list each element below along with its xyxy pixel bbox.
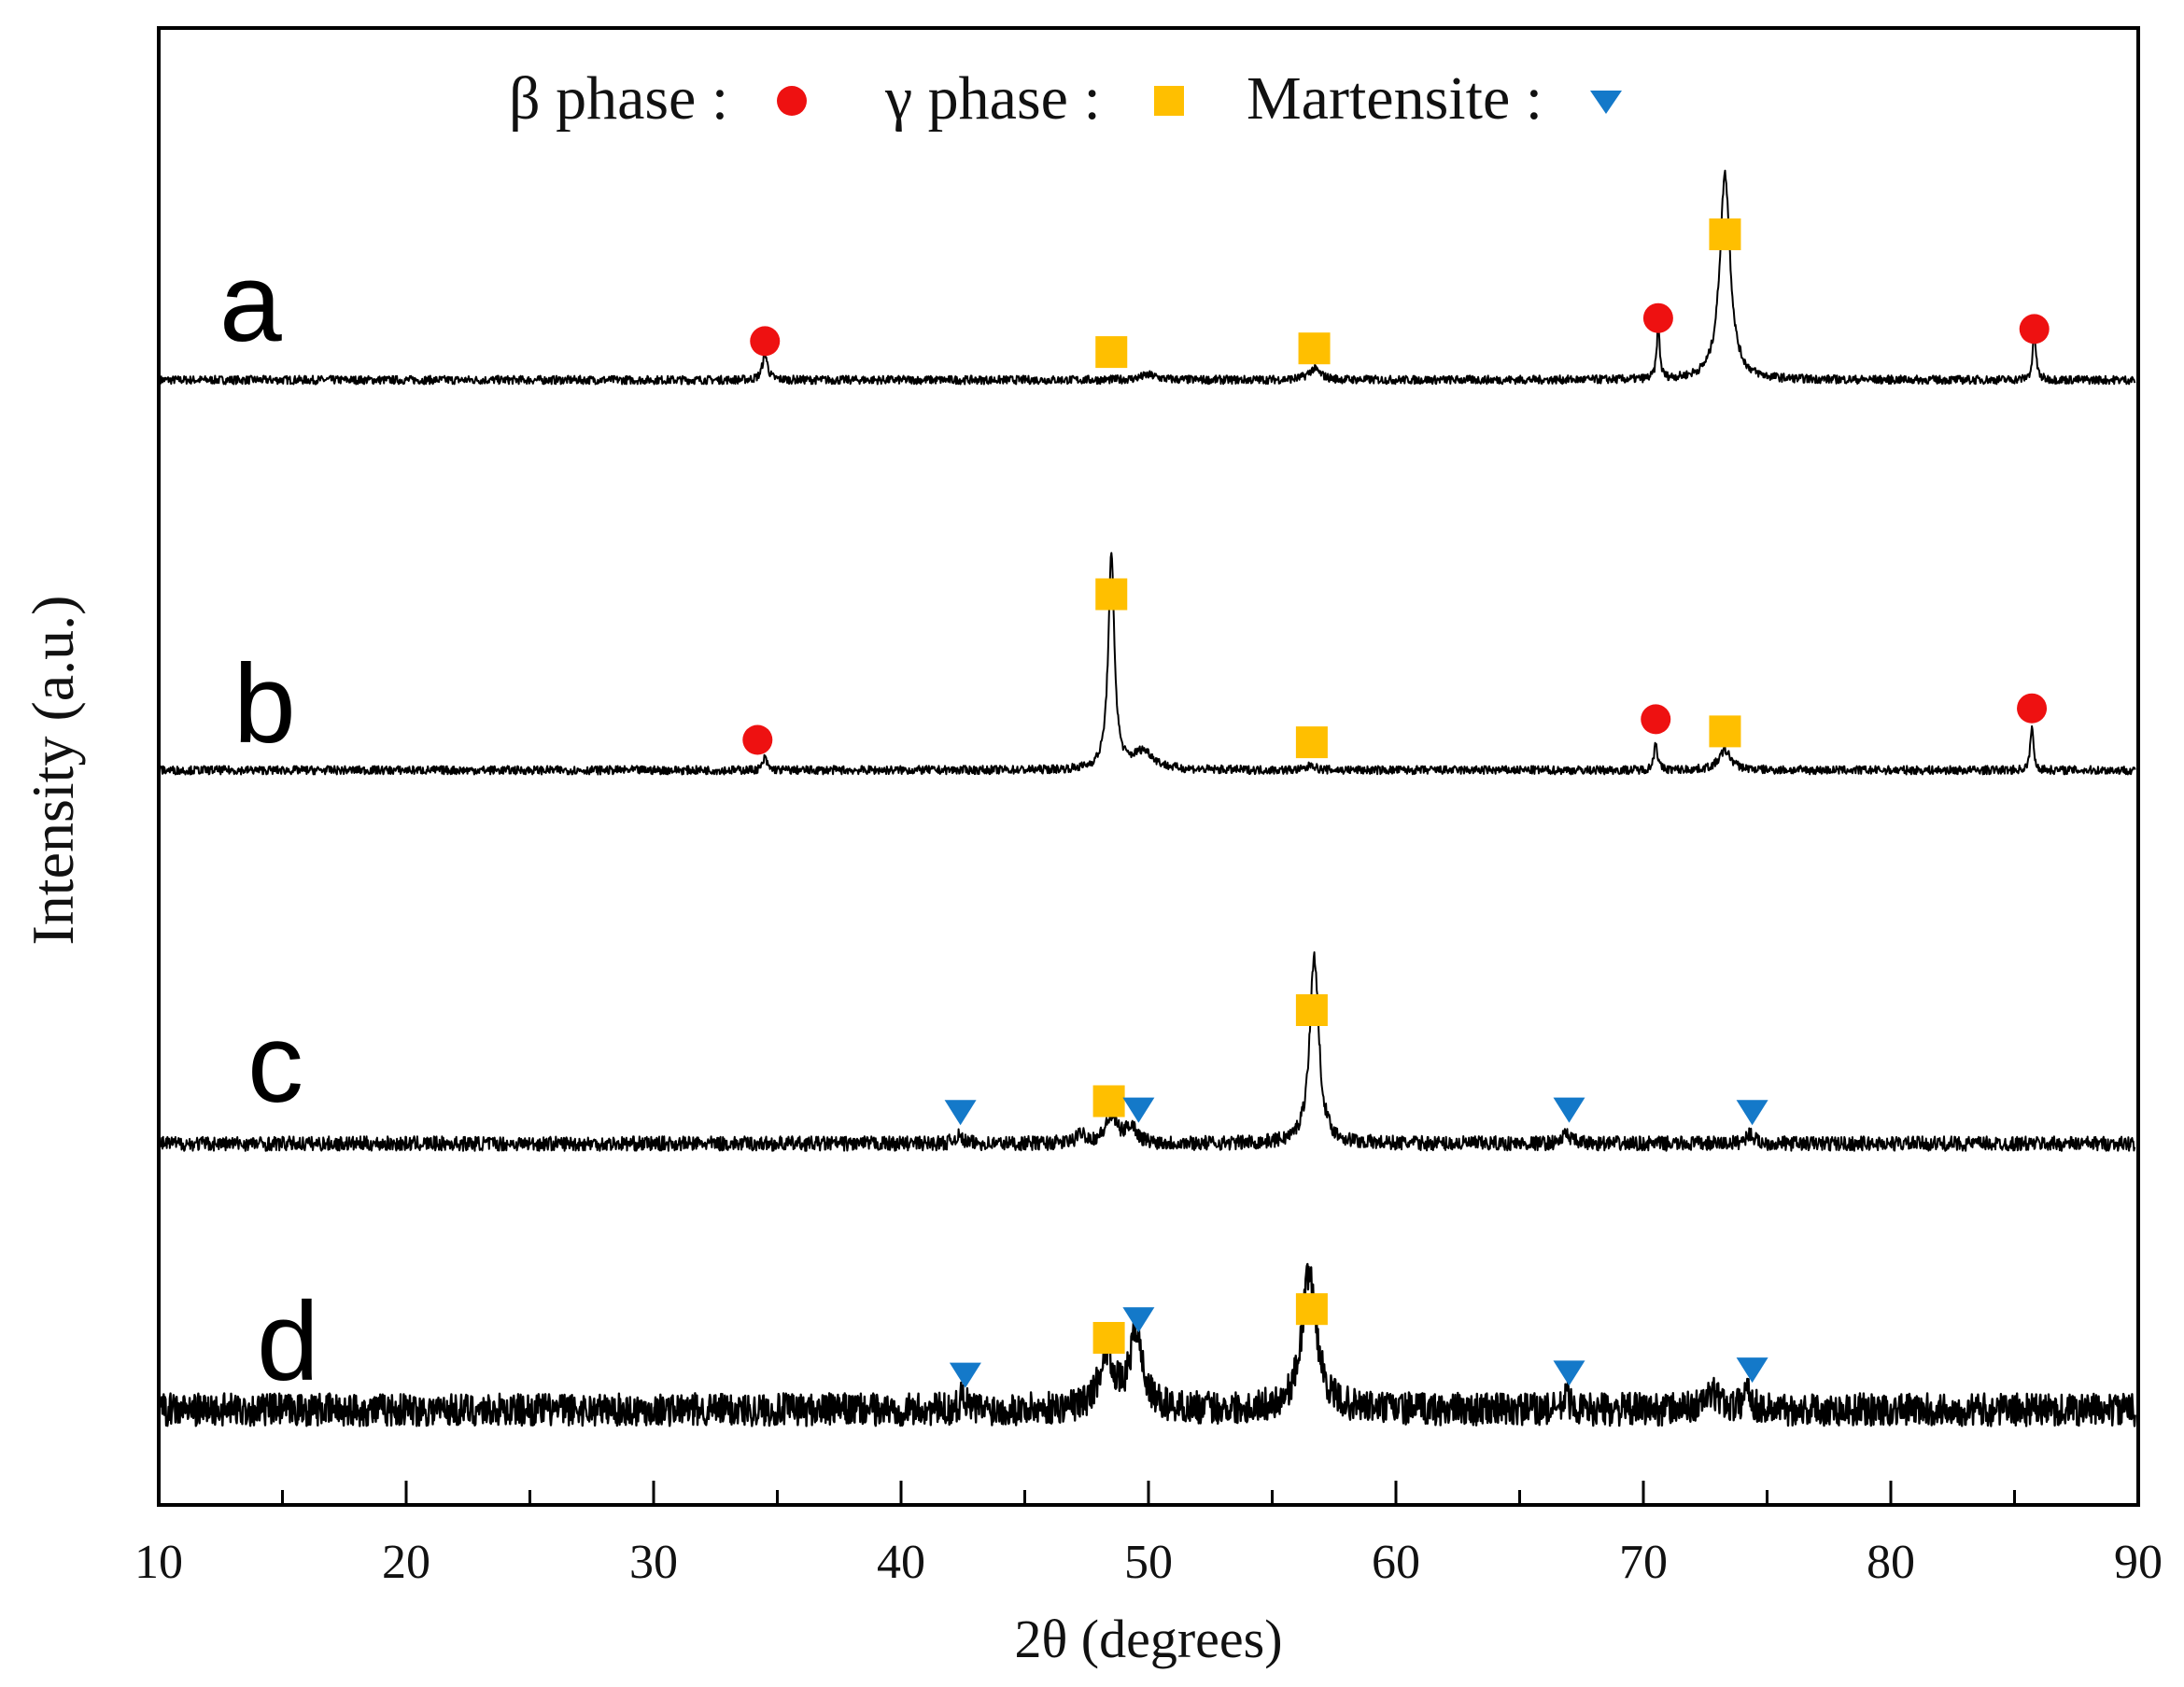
series-c-martensite-marker <box>1553 1097 1585 1123</box>
series-b-beta-marker <box>1641 704 1671 735</box>
legend-martensite-label: Martensite : <box>1247 64 1543 133</box>
series-d-martensite-marker <box>1553 1360 1585 1386</box>
series-d-label: d <box>257 1279 319 1404</box>
legend: β phase : γ phase : Martensite : <box>509 64 1622 133</box>
x-tick-label: 70 <box>1619 1536 1668 1589</box>
legend-gamma-label: γ phase : <box>884 64 1101 133</box>
x-tick-label: 60 <box>1372 1536 1420 1589</box>
legend-beta-label: β phase : <box>509 64 728 133</box>
x-tick-label: 40 <box>877 1536 925 1589</box>
series-a-beta-marker <box>2019 314 2050 344</box>
series-c-martensite-marker <box>1736 1100 1768 1126</box>
series-c-gamma-marker <box>1092 1085 1125 1118</box>
series-d-martensite-marker <box>949 1362 981 1388</box>
series-b-gamma-marker <box>1095 578 1128 611</box>
x-tick-label: 10 <box>134 1536 183 1589</box>
series-a-gamma-marker <box>1709 218 1741 250</box>
x-axis-label: 2θ (degrees) <box>1014 1609 1282 1669</box>
legend-beta-marker <box>777 86 807 116</box>
series-b-trace <box>160 552 2136 776</box>
series-d-martensite-marker <box>1736 1357 1768 1384</box>
x-tick-label: 30 <box>629 1536 678 1589</box>
series-a-gamma-marker <box>1298 332 1331 365</box>
series-b-gamma-marker <box>1709 715 1741 748</box>
series-d-trace <box>159 1262 2136 1427</box>
series-d-martensite-marker <box>1122 1307 1155 1333</box>
series-d-gamma-marker <box>1092 1322 1125 1354</box>
series-a-label: a <box>219 240 282 365</box>
series-a-gamma-marker <box>1095 336 1128 369</box>
y-axis-label: Intensity (a.u.) <box>20 596 86 946</box>
series-d-gamma-marker <box>1295 1293 1328 1326</box>
series-a-beta-marker <box>1642 302 1673 333</box>
x-tick-label: 80 <box>1867 1536 1915 1589</box>
series-c-label: c <box>247 1001 303 1126</box>
series-c-martensite-marker <box>944 1100 977 1126</box>
x-tick-label: 90 <box>2114 1536 2163 1589</box>
x-tick-label: 20 <box>382 1536 430 1589</box>
series-a-trace <box>160 169 2136 386</box>
series-b-beta-marker <box>2017 693 2048 724</box>
series-b-label: b <box>233 641 296 766</box>
series-a-beta-marker <box>750 326 781 357</box>
x-tick-label: 50 <box>1124 1536 1173 1589</box>
legend-gamma-marker <box>1154 86 1184 116</box>
series-b-gamma-marker <box>1295 726 1328 759</box>
series-c-martensite-marker <box>1122 1097 1155 1123</box>
series-b-beta-marker <box>742 724 773 755</box>
legend-martensite-marker <box>1590 91 1622 114</box>
series-c-gamma-marker <box>1295 994 1328 1026</box>
series-c-trace <box>160 951 2136 1152</box>
